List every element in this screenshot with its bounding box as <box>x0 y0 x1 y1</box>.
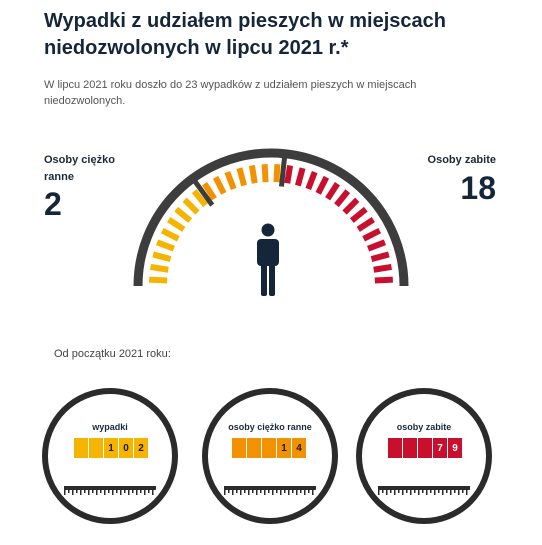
page-title: Wypadki z udziałem pieszych w miejscach … <box>44 10 447 59</box>
gauge-tick <box>212 175 227 195</box>
person-icon <box>257 223 279 296</box>
since-label: Od początku 2021 roku: <box>54 348 171 360</box>
gauge-tick <box>160 227 180 242</box>
gauge-tick <box>182 197 200 215</box>
gauge-tick <box>191 189 208 208</box>
gauge-tick <box>305 171 318 190</box>
digit: 1 <box>104 438 118 458</box>
gauge-separator <box>278 156 288 187</box>
counter-digits: 7 9 <box>388 438 463 458</box>
digit <box>89 438 103 458</box>
digit: 2 <box>134 438 148 458</box>
gauge-tick <box>174 206 193 223</box>
digit: 0 <box>119 438 133 458</box>
gauge-tick <box>236 167 247 187</box>
severely-injured-value: 2 <box>44 186 62 222</box>
counter-killed: osoby zabite 7 9 <box>356 388 492 524</box>
gauge-tick <box>295 167 306 187</box>
digit <box>388 438 402 458</box>
ruler-icon <box>224 486 316 495</box>
gauge-tick <box>373 263 392 273</box>
gauge-tick <box>150 263 169 273</box>
gauge-tick <box>374 276 393 284</box>
digit <box>74 438 88 458</box>
counter-accidents: wypadki 1 0 2 <box>42 388 178 524</box>
gauge-tick <box>152 251 172 262</box>
killed-label: Osoby zabite <box>427 154 496 166</box>
gauge-chart <box>133 148 409 296</box>
killed-value: 18 <box>460 170 496 206</box>
gauge-tick <box>167 217 186 232</box>
gauge-ticks <box>149 156 393 284</box>
gauge-tick <box>334 189 351 208</box>
gauge-tick <box>315 175 330 195</box>
gauge-tick <box>342 197 360 215</box>
gauge-tick <box>356 217 375 232</box>
counter-label: osoby ciężko ranne <box>228 422 312 432</box>
ruler-icon <box>64 486 156 495</box>
counter-digits: 1 4 <box>232 438 307 458</box>
intro-text: W lipcu 2021 roku doszło do 23 wypadków … <box>44 79 417 107</box>
counter-label: wypadki <box>92 422 128 432</box>
gauge-tick <box>362 227 382 242</box>
digit: 9 <box>448 438 462 458</box>
counter-digits: 1 0 2 <box>74 438 149 458</box>
gauge-tick <box>273 164 281 183</box>
digit <box>262 438 276 458</box>
ruler-icon <box>378 486 470 495</box>
gauge-tick <box>156 239 175 252</box>
digit: 7 <box>433 438 447 458</box>
gauge-tick <box>284 165 294 184</box>
counter-label: osoby zabite <box>396 422 452 432</box>
gauge-tick <box>202 182 217 201</box>
severely-injured-label: Osoby ciężko ranne <box>44 154 115 183</box>
digit: 1 <box>277 438 291 458</box>
gauge-separator <box>192 179 215 207</box>
gauge-tick <box>248 165 258 184</box>
gauge-tick <box>349 206 368 223</box>
gauge-arc <box>133 148 409 287</box>
gauge-tick <box>149 276 168 284</box>
gauge-tick <box>224 171 237 190</box>
counter-severely-injured: osoby ciężko ranne 1 4 <box>202 388 338 524</box>
digit <box>247 438 261 458</box>
digit <box>232 438 246 458</box>
gauge-tick <box>261 164 269 183</box>
digit: 4 <box>292 438 306 458</box>
digit <box>403 438 417 458</box>
digit <box>418 438 432 458</box>
gauge-tick <box>367 239 386 252</box>
gauge-tick <box>370 251 390 262</box>
gauge-tick <box>325 182 340 201</box>
